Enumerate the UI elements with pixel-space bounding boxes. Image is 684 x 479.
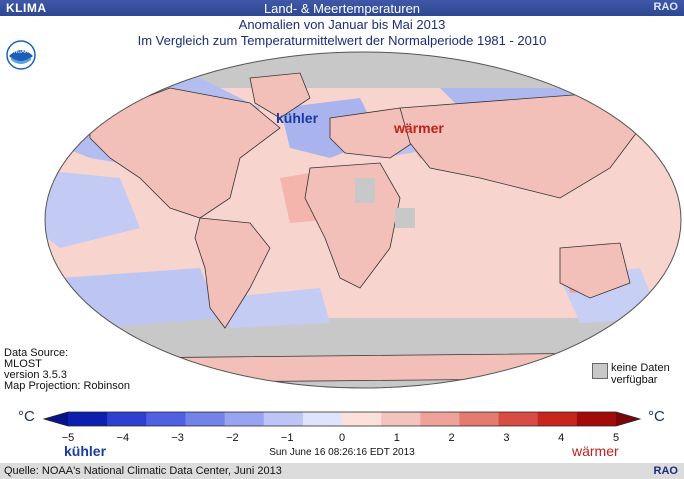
meta-projection: Map Projection: Robinson (4, 380, 130, 392)
colorbar-step (381, 412, 421, 426)
colorbar-step (263, 412, 304, 426)
colorbar-step (224, 412, 265, 426)
colorbar-tick-label: 4 (558, 432, 565, 444)
greenland (249, 72, 311, 119)
map-subtitle: Anomalien von Januar bis Mai 2013 (238, 17, 446, 32)
colorbar-tick-label: 0 (338, 432, 346, 444)
colorbar-step (185, 412, 226, 426)
map-title: Land- & Meertemperaturen (263, 1, 421, 16)
colorbar-label-cooler: kühler (64, 443, 107, 459)
nodata-sahara (355, 178, 375, 203)
colorbar-tick-label: −3 (171, 432, 184, 444)
colorbar-step (146, 412, 186, 426)
arctic-nodata (45, 52, 681, 88)
colorbar-step (302, 412, 343, 426)
colorbar-tick-label: 2 (448, 432, 455, 444)
noaa-logo-text: NOAA (14, 49, 29, 55)
comparison-note: Im Vergleich zum Temperaturmittelwert de… (137, 33, 547, 48)
colorbar-extend-low (44, 412, 68, 426)
noaa-logo-icon: NOAA (6, 40, 36, 70)
map-label-warmer: wärmer (394, 120, 444, 136)
colorbar-tick-label: −5 (61, 432, 75, 444)
colorbar-tick-label: −1 (280, 432, 294, 444)
brand-label: RAO (653, 1, 678, 13)
colorbar-step (342, 412, 382, 426)
nodata-label-2: verfügbar (611, 374, 658, 386)
nodata-arabia (395, 208, 415, 228)
colorbar-frame (42, 411, 642, 427)
cool-patch-southern (220, 288, 330, 328)
map-timestamp: Sun June 16 08:26:16 EDT 2013 (269, 447, 415, 458)
colorbar-step (576, 412, 617, 426)
colorbar-step (459, 412, 500, 426)
colorbar-extend-high (616, 412, 640, 426)
meta-dataset: MLOST (4, 358, 42, 370)
south-america (194, 217, 271, 329)
colorbar-unit-right: °C (648, 408, 665, 425)
colorbar-step (107, 412, 147, 426)
colorbar-unit-left: °C (18, 408, 35, 425)
colorbar-step (420, 412, 460, 426)
data-source: Quelle: NOAA's National Climatic Data Ce… (4, 465, 282, 477)
map-label-cooler: kühler (276, 110, 319, 126)
meta-source: Data Source: (4, 347, 69, 359)
meta-version: version 3.5.3 (4, 369, 67, 381)
colorbar-tick-label: −2 (226, 432, 239, 444)
colorbar-tick-label: −4 (116, 432, 130, 444)
colorbar-label-warmer: wärmer (572, 443, 619, 459)
africa (304, 162, 401, 289)
footer-brand: RAO (653, 465, 678, 477)
colorbar-tick-label: 5 (612, 432, 620, 444)
world-anomaly-map (44, 51, 682, 389)
nodata-swatch (592, 363, 608, 379)
colorbar-tick-label: 1 (393, 432, 400, 444)
north-america (89, 87, 281, 219)
footer-bar: Quelle: NOAA's National Climatic Data Ce… (0, 463, 684, 479)
australia (559, 242, 631, 299)
cool-patch-south-pacific (60, 268, 220, 328)
colorbar (42, 411, 642, 427)
projection-outline (44, 51, 682, 389)
section-label: KLIMA (6, 1, 47, 15)
colorbar-step (68, 412, 108, 426)
top-bar: KLIMA Land- & Meertemperaturen RAO (0, 0, 684, 16)
colorbar-step (498, 412, 539, 426)
colorbar-step (537, 412, 578, 426)
colorbar-tick-label: 3 (503, 432, 510, 444)
nodata-label-1: keine Daten (611, 362, 670, 374)
